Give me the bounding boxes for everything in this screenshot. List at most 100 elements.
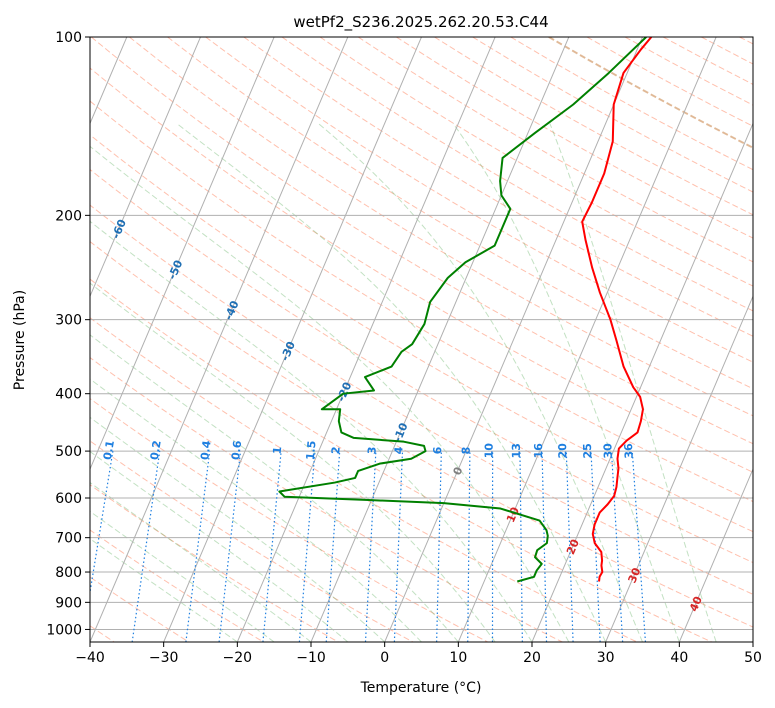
mixing-ratio-label: 3 xyxy=(365,446,378,455)
mixing-ratio-label: 0.6 xyxy=(229,439,244,460)
y-axis-label: Pressure (hPa) xyxy=(12,290,28,390)
mixing-ratio-label: 13 xyxy=(510,443,523,458)
mixing-ratio-label: 1 xyxy=(271,446,285,455)
isotherm-label: 30 xyxy=(626,565,644,584)
isobar-gridlines xyxy=(90,37,753,630)
isotherm-label: -20 xyxy=(335,380,355,404)
mixing-ratio-line xyxy=(610,451,624,642)
isotherm-label: -40 xyxy=(222,298,242,322)
mixing-ratio-label: 6 xyxy=(431,446,444,454)
sounding-series xyxy=(278,37,653,583)
moist-adiabat xyxy=(452,123,680,642)
dry-adiabat xyxy=(243,37,753,337)
mixing-ratio-label: 4 xyxy=(392,446,405,455)
y-tick-label: 600 xyxy=(55,491,82,507)
dry-adiabat xyxy=(701,37,753,65)
isotherms xyxy=(0,24,753,654)
dry-adiabat xyxy=(586,37,753,127)
mixing-ratio-line xyxy=(262,451,282,642)
mixing-ratio-line xyxy=(393,451,404,642)
moist-adiabats xyxy=(90,123,717,642)
x-tick-label: 0 xyxy=(380,650,389,666)
mixing-ratio-label: 0.2 xyxy=(148,440,164,461)
mixing-ratio-line xyxy=(590,451,601,642)
mixing-ratio-label: 8 xyxy=(460,447,473,455)
dry-adiabat xyxy=(472,37,753,193)
moist-adiabat xyxy=(90,481,312,642)
isotherm-label: -80 xyxy=(0,136,17,160)
mixing-ratio-label: 36 xyxy=(622,443,636,459)
isotherm-label: 10 xyxy=(504,505,522,524)
dry-adiabat xyxy=(90,204,753,595)
dry-adiabat-hot xyxy=(548,37,753,149)
isotherm-label: -50 xyxy=(166,258,186,282)
mixing-ratio-line xyxy=(218,451,242,642)
isotherm xyxy=(752,640,753,642)
mixing-ratio-line xyxy=(436,451,442,642)
isotherm-label: -70 xyxy=(53,176,73,200)
isotherm xyxy=(0,24,59,654)
y-tick-label: 100 xyxy=(55,30,82,46)
mixing-ratio-label: 30 xyxy=(601,443,615,459)
mixing-ratio-line xyxy=(467,451,471,642)
moist-adiabat xyxy=(90,334,459,642)
moist-adiabat xyxy=(90,416,386,642)
dry-adiabat xyxy=(90,440,414,642)
dry-adiabat xyxy=(548,37,753,149)
x-tick-label: 30 xyxy=(597,650,615,666)
isotherm xyxy=(90,37,349,642)
moist-adiabat xyxy=(318,123,643,642)
isotherm-label: 20 xyxy=(564,537,582,556)
y-tick-label: 1000 xyxy=(46,622,82,638)
mixing-ratio-line xyxy=(325,451,341,642)
mixing-ratio-label: 0.1 xyxy=(101,439,117,460)
dry-adiabat xyxy=(90,241,753,628)
mixing-ratio-label: 2 xyxy=(329,446,343,455)
dry-adiabat xyxy=(90,134,753,533)
x-tick-label: 50 xyxy=(744,650,762,666)
y-tick-label: 300 xyxy=(55,313,82,329)
isotherm xyxy=(90,37,202,298)
x-tick-label: −40 xyxy=(75,650,105,666)
mixing-ratio-line xyxy=(90,451,114,596)
moist-adiabat xyxy=(90,450,349,642)
mixing-ratio-label: 20 xyxy=(556,443,569,459)
dry-adiabat xyxy=(90,356,564,642)
x-tick-label: 10 xyxy=(449,650,467,666)
guide-line-labels: 0.10.20.40.611.52346810131620253036-100-… xyxy=(0,136,705,614)
mixing-ratio-line xyxy=(364,451,377,642)
mixing-ratio-line xyxy=(541,451,548,642)
mixing-ratio-lines xyxy=(90,451,647,642)
y-tick-label: 400 xyxy=(55,387,82,403)
dry-adiabat xyxy=(434,37,753,216)
dry-adiabat xyxy=(129,37,753,417)
isotherm xyxy=(163,37,423,642)
moist-adiabat xyxy=(90,510,275,642)
y-tick-label: 700 xyxy=(55,531,82,547)
moist-adiabat xyxy=(90,538,238,642)
x-tick-label: −20 xyxy=(223,650,253,666)
y-tick-label: 200 xyxy=(55,208,82,224)
dry-adiabat xyxy=(90,37,753,445)
plot-frame xyxy=(89,36,754,643)
x-tick-label: 20 xyxy=(523,650,541,666)
isotherm xyxy=(90,37,275,471)
dry-adiabat xyxy=(167,37,753,390)
moist-adiabat xyxy=(90,145,570,642)
y-tick-label: 500 xyxy=(55,444,82,460)
isotherm xyxy=(457,37,717,642)
dry-adiabat xyxy=(90,67,753,473)
mixing-ratio-line xyxy=(631,451,647,642)
dry-adiabat xyxy=(205,37,753,363)
mixing-ratio-label: 10 xyxy=(482,443,495,459)
dry-adiabat xyxy=(662,37,753,85)
isotherm xyxy=(310,37,570,642)
moist-adiabat xyxy=(176,123,607,642)
plot-area: 0.10.20.40.611.52346810131620253036-100-… xyxy=(0,24,753,654)
dry-adiabat xyxy=(90,100,753,503)
x-tick-label: −30 xyxy=(149,650,179,666)
mixing-ratio-line xyxy=(131,451,161,642)
chart-title: wetPf2_S236.2025.262.20.53.C44 xyxy=(293,13,548,32)
dry-adiabat xyxy=(739,37,753,45)
dry-adiabat xyxy=(90,317,639,642)
